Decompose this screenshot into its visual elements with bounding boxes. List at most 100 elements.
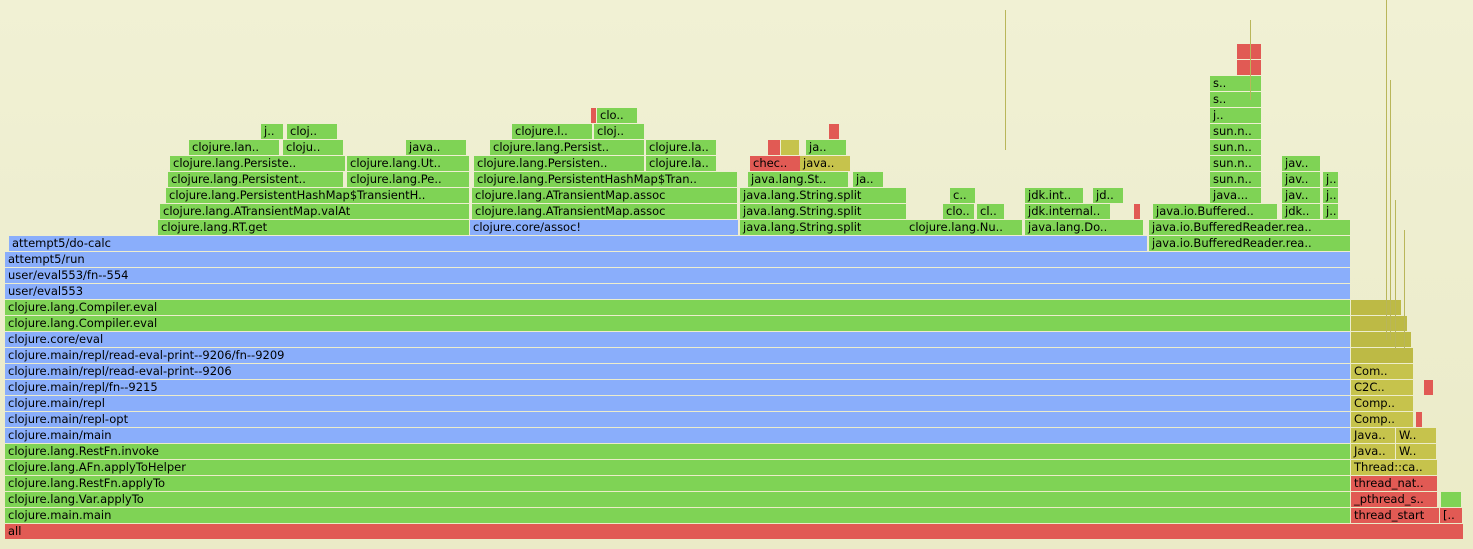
frame-all[interactable]: all [5, 524, 1463, 539]
frame-string-split-1[interactable]: java.lang.String.split [740, 220, 906, 235]
frame-repl-fn-9215[interactable]: clojure.main/repl/fn--9215 [5, 380, 1350, 395]
frame-var-applyto[interactable]: clojure.lang.Var.applyTo [5, 492, 1350, 507]
frame-afn-applytohelper[interactable]: clojure.lang.AFn.applyToHelper [5, 460, 1350, 475]
frame-persiste[interactable]: clojure.lang.Persiste.. [170, 156, 345, 171]
frame-core-assoc[interactable]: clojure.core/assoc! [470, 220, 738, 235]
frame-jav-dots-2[interactable]: jav.. [1282, 172, 1320, 187]
frame-red-top-2[interactable] [1237, 44, 1261, 59]
frame-red-small-1[interactable] [1416, 412, 1422, 427]
frame-buffered-sm[interactable]: java.io.Buffered.. [1153, 204, 1277, 219]
frame-jdk-s1[interactable]: jdk.. [1282, 204, 1320, 219]
frame-w-1[interactable]: W.. [1396, 444, 1436, 459]
frame-olive-4[interactable] [1351, 300, 1401, 315]
frame-read-eval-print-fn[interactable]: clojure.main/repl/read-eval-print--9206/… [5, 348, 1350, 363]
frame-thread-nat[interactable]: thread_nat.. [1351, 476, 1437, 491]
frame-atm-valat[interactable]: clojure.lang.ATransientMap.valAt [160, 204, 469, 219]
frame-persisten[interactable]: clojure.lang.Persisten.. [474, 156, 644, 171]
frame-do-calc[interactable]: attempt5/do-calc [9, 236, 1147, 251]
frame-s-1[interactable]: s.. [1210, 92, 1261, 107]
frame-red-small-2[interactable] [1424, 380, 1433, 395]
frame-ut[interactable]: clojure.lang.Ut.. [347, 156, 469, 171]
frame-red-small-6[interactable] [591, 108, 596, 123]
frame-compiler-eval-1[interactable]: clojure.lang.Compiler.eval [5, 316, 1350, 331]
frame-string-st[interactable]: java.lang.St.. [748, 172, 848, 187]
frame-olive-2[interactable] [1351, 332, 1411, 347]
frame-java-2[interactable]: Java.. [1351, 428, 1395, 443]
frame-jd-1[interactable]: jd.. [1093, 188, 1123, 203]
frame-sun-n-2[interactable]: sun.n.. [1210, 156, 1261, 171]
frame-persist[interactable]: clojure.lang.Persist.. [490, 140, 644, 155]
frame-phm-tran[interactable]: clojure.lang.PersistentHashMap$Tran.. [474, 172, 737, 187]
frame-red-top-1[interactable] [1237, 60, 1261, 75]
frame-red-small-5[interactable] [829, 124, 839, 139]
frame-j-small-1[interactable]: j.. [261, 124, 283, 139]
frame-j-s3[interactable]: j.. [1323, 172, 1338, 187]
frame-com[interactable]: Com.. [1351, 364, 1413, 379]
frame-yellow-small-1[interactable] [781, 140, 799, 155]
frame-c-1[interactable]: c.. [950, 188, 975, 203]
frame-persistent-a[interactable]: clojure.lang.Persistent.. [168, 172, 343, 187]
frame-pthread-s[interactable]: _pthread_s.. [1351, 492, 1437, 507]
frame-clojure-main-main2[interactable]: clojure.main/main [5, 428, 1350, 443]
frame-clojure-main-main[interactable]: clojure.main.main [5, 508, 1350, 523]
frame-cl-1[interactable]: cl.. [977, 204, 1004, 219]
frame-la-1[interactable]: clojure.la.. [646, 156, 716, 171]
frame-ja-2[interactable]: ja.. [806, 140, 846, 155]
frame-numbers[interactable]: clojure.lang.Nu.. [906, 220, 1022, 235]
frame-la-2[interactable]: clojure.la.. [646, 140, 716, 155]
frame-string-split-3[interactable]: java.lang.String.split [740, 188, 906, 203]
frame-persistent-pe[interactable]: clojure.lang.Pe.. [347, 172, 469, 187]
frame-jdk-internal[interactable]: jdk.internal.. [1025, 204, 1110, 219]
frame-phm-transient-h[interactable]: clojure.lang.PersistentHashMap$Transient… [166, 188, 469, 203]
frame-lan[interactable]: clojure.lan.. [189, 140, 279, 155]
frame-thread-start[interactable]: thread_start [1351, 508, 1439, 523]
frame-java-dots-2[interactable]: java.. [800, 156, 850, 171]
frame-read-eval-print[interactable]: clojure.main/repl/read-eval-print--9206 [5, 364, 1350, 379]
frame-sun-n-4[interactable]: sun.n.. [1210, 124, 1261, 139]
frame-java-dots-3[interactable]: java.. [406, 140, 466, 155]
frame-red-small-3[interactable] [1134, 204, 1140, 219]
frame-java-1[interactable]: Java.. [1351, 444, 1395, 459]
frame-sun-n-1[interactable]: sun.n.. [1210, 172, 1261, 187]
frame-comp-2[interactable]: Comp.. [1351, 396, 1413, 411]
frame-string-split-2[interactable]: java.lang.String.split [740, 204, 906, 219]
frame-restfn-applyto[interactable]: clojure.lang.RestFn.applyTo [5, 476, 1350, 491]
frame-s-2[interactable]: s.. [1210, 76, 1261, 91]
frame-buffered-rea-2[interactable]: java.io.BufferedReader.rea.. [1149, 220, 1350, 235]
frame-j-s1[interactable]: j.. [1323, 204, 1338, 219]
frame-java-lang-do[interactable]: java.lang.Do.. [1025, 220, 1143, 235]
frame-comp-1[interactable]: Comp.. [1351, 412, 1413, 427]
frame-chec[interactable]: chec.. [750, 156, 800, 171]
frame-small-green[interactable] [1441, 492, 1461, 507]
frame-j-s2[interactable]: j.. [1323, 188, 1338, 203]
frame-w-2[interactable]: W.. [1396, 428, 1436, 443]
frame-ja-1[interactable]: ja.. [853, 172, 883, 187]
frame-atm-assoc-1[interactable]: clojure.lang.ATransientMap.assoc [472, 204, 737, 219]
frame-cloju[interactable]: cloju.. [283, 140, 343, 155]
frame-user-eval553[interactable]: user/eval553 [5, 284, 1350, 299]
frame-jav-dots-3[interactable]: jav.. [1282, 156, 1320, 171]
frame-red-small-4[interactable] [768, 140, 780, 155]
frame-restfn-invoke[interactable]: clojure.lang.RestFn.invoke [5, 444, 1350, 459]
frame-thread-ca[interactable]: Thread::ca.. [1351, 460, 1437, 475]
frame-clo-1[interactable]: clo.. [943, 204, 974, 219]
frame-repl[interactable]: clojure.main/repl [5, 396, 1350, 411]
frame-user-eval553-fn[interactable]: user/eval553/fn--554 [5, 268, 1350, 283]
frame-repl-opt[interactable]: clojure.main/repl-opt [5, 412, 1350, 427]
frame-rt-get[interactable]: clojure.lang.RT.get [158, 220, 469, 235]
frame-jav-dots-1[interactable]: jav.. [1282, 188, 1320, 203]
frame-olive-3[interactable] [1351, 316, 1407, 331]
frame-java-dots-1[interactable]: java... [1210, 188, 1261, 203]
frame-sun-n-3[interactable]: sun.n.. [1210, 140, 1261, 155]
frame-c2c[interactable]: C2C.. [1351, 380, 1413, 395]
frame-compiler-eval-2[interactable]: clojure.lang.Compiler.eval [5, 300, 1350, 315]
frame-clojure-l[interactable]: clojure.l.. [512, 124, 592, 139]
frame-thread-start-bracket[interactable]: [.. [1440, 508, 1462, 523]
frame-j-small-2[interactable]: j.. [1210, 108, 1261, 123]
frame-buffered-rea-1[interactable]: java.io.BufferedReader.rea.. [1149, 236, 1350, 251]
frame-attempt5-run[interactable]: attempt5/run [5, 252, 1350, 267]
frame-core-eval[interactable]: clojure.core/eval [5, 332, 1350, 347]
frame-cloj-1[interactable]: cloj.. [287, 124, 337, 139]
frame-clo-2[interactable]: clo.. [597, 108, 637, 123]
frame-cloj-2[interactable]: cloj.. [594, 124, 644, 139]
